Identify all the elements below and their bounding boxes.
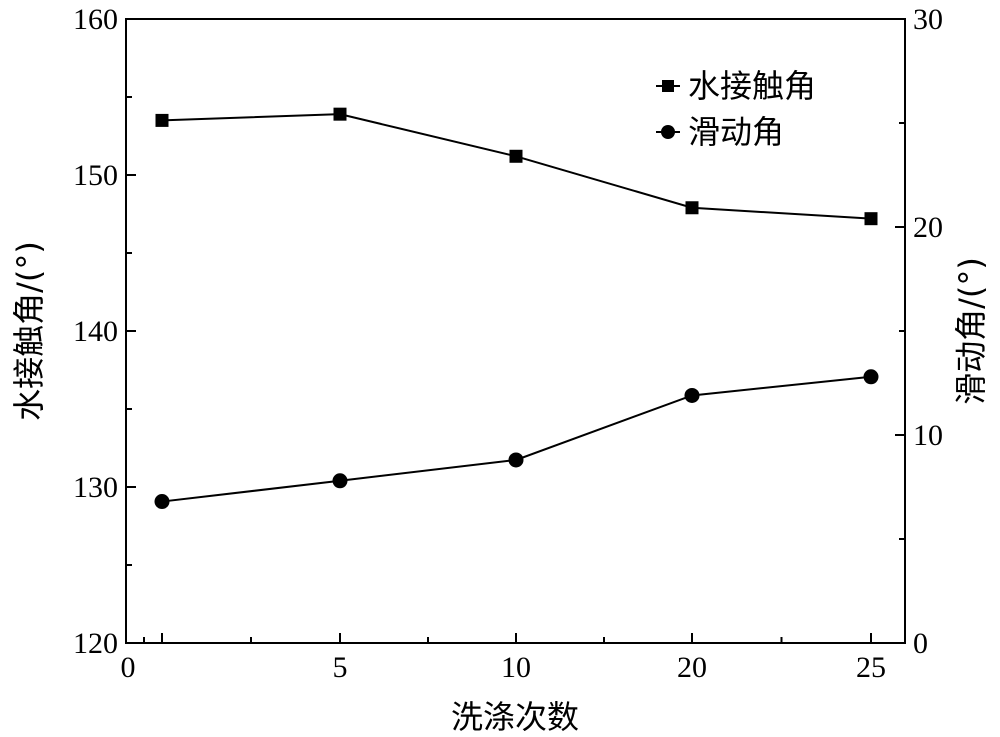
y-left-tick-label: 160	[73, 3, 118, 36]
series-line-circle	[161, 375, 872, 503]
legend-marker-square	[662, 80, 674, 92]
data-point-circle	[684, 387, 700, 403]
series	[154, 107, 879, 510]
data-point-circle	[332, 473, 348, 489]
data-point-square	[685, 201, 699, 215]
x-axis-title: 洗涤次数	[451, 698, 579, 736]
y-right-tick-label: 20	[913, 211, 943, 244]
legend-label-sliding-angle: 滑动角	[688, 113, 784, 151]
y-right-tick-label: 10	[913, 419, 943, 452]
legend-marker-circle	[661, 125, 675, 139]
y-left-tick-label: 140	[73, 315, 118, 348]
x-tick-label: 25	[856, 651, 886, 684]
y-right-tick-label: 30	[913, 3, 943, 36]
axes	[125, 18, 906, 644]
plot-frame	[125, 18, 906, 644]
legend-label-contact-angle: 水接触角	[688, 67, 816, 105]
x-tick-label: 0	[121, 651, 136, 684]
data-point-circle	[508, 452, 524, 468]
y-axis-right-title: 滑动角/(°)	[952, 257, 990, 405]
data-point-circle	[154, 494, 170, 510]
data-point-square	[509, 149, 523, 163]
ticks: 120 130 140 150 160 0 10 20 30 0 5 10 20 25	[73, 3, 943, 684]
x-tick-label: 10	[501, 651, 531, 684]
data-point-square	[333, 107, 347, 121]
x-tick-label: 20	[677, 651, 707, 684]
data-point-square	[864, 212, 878, 226]
x-tick-label: 5	[333, 651, 348, 684]
y-left-tick-label: 120	[73, 627, 118, 660]
y-left-tick-label: 150	[73, 159, 118, 192]
y-axis-left-title: 水接触角/(°)	[10, 241, 48, 421]
data-point-circle	[863, 369, 879, 385]
data-point-square	[155, 113, 169, 127]
y-right-tick-label: 0	[913, 627, 928, 660]
y-left-tick-label: 130	[73, 471, 118, 504]
